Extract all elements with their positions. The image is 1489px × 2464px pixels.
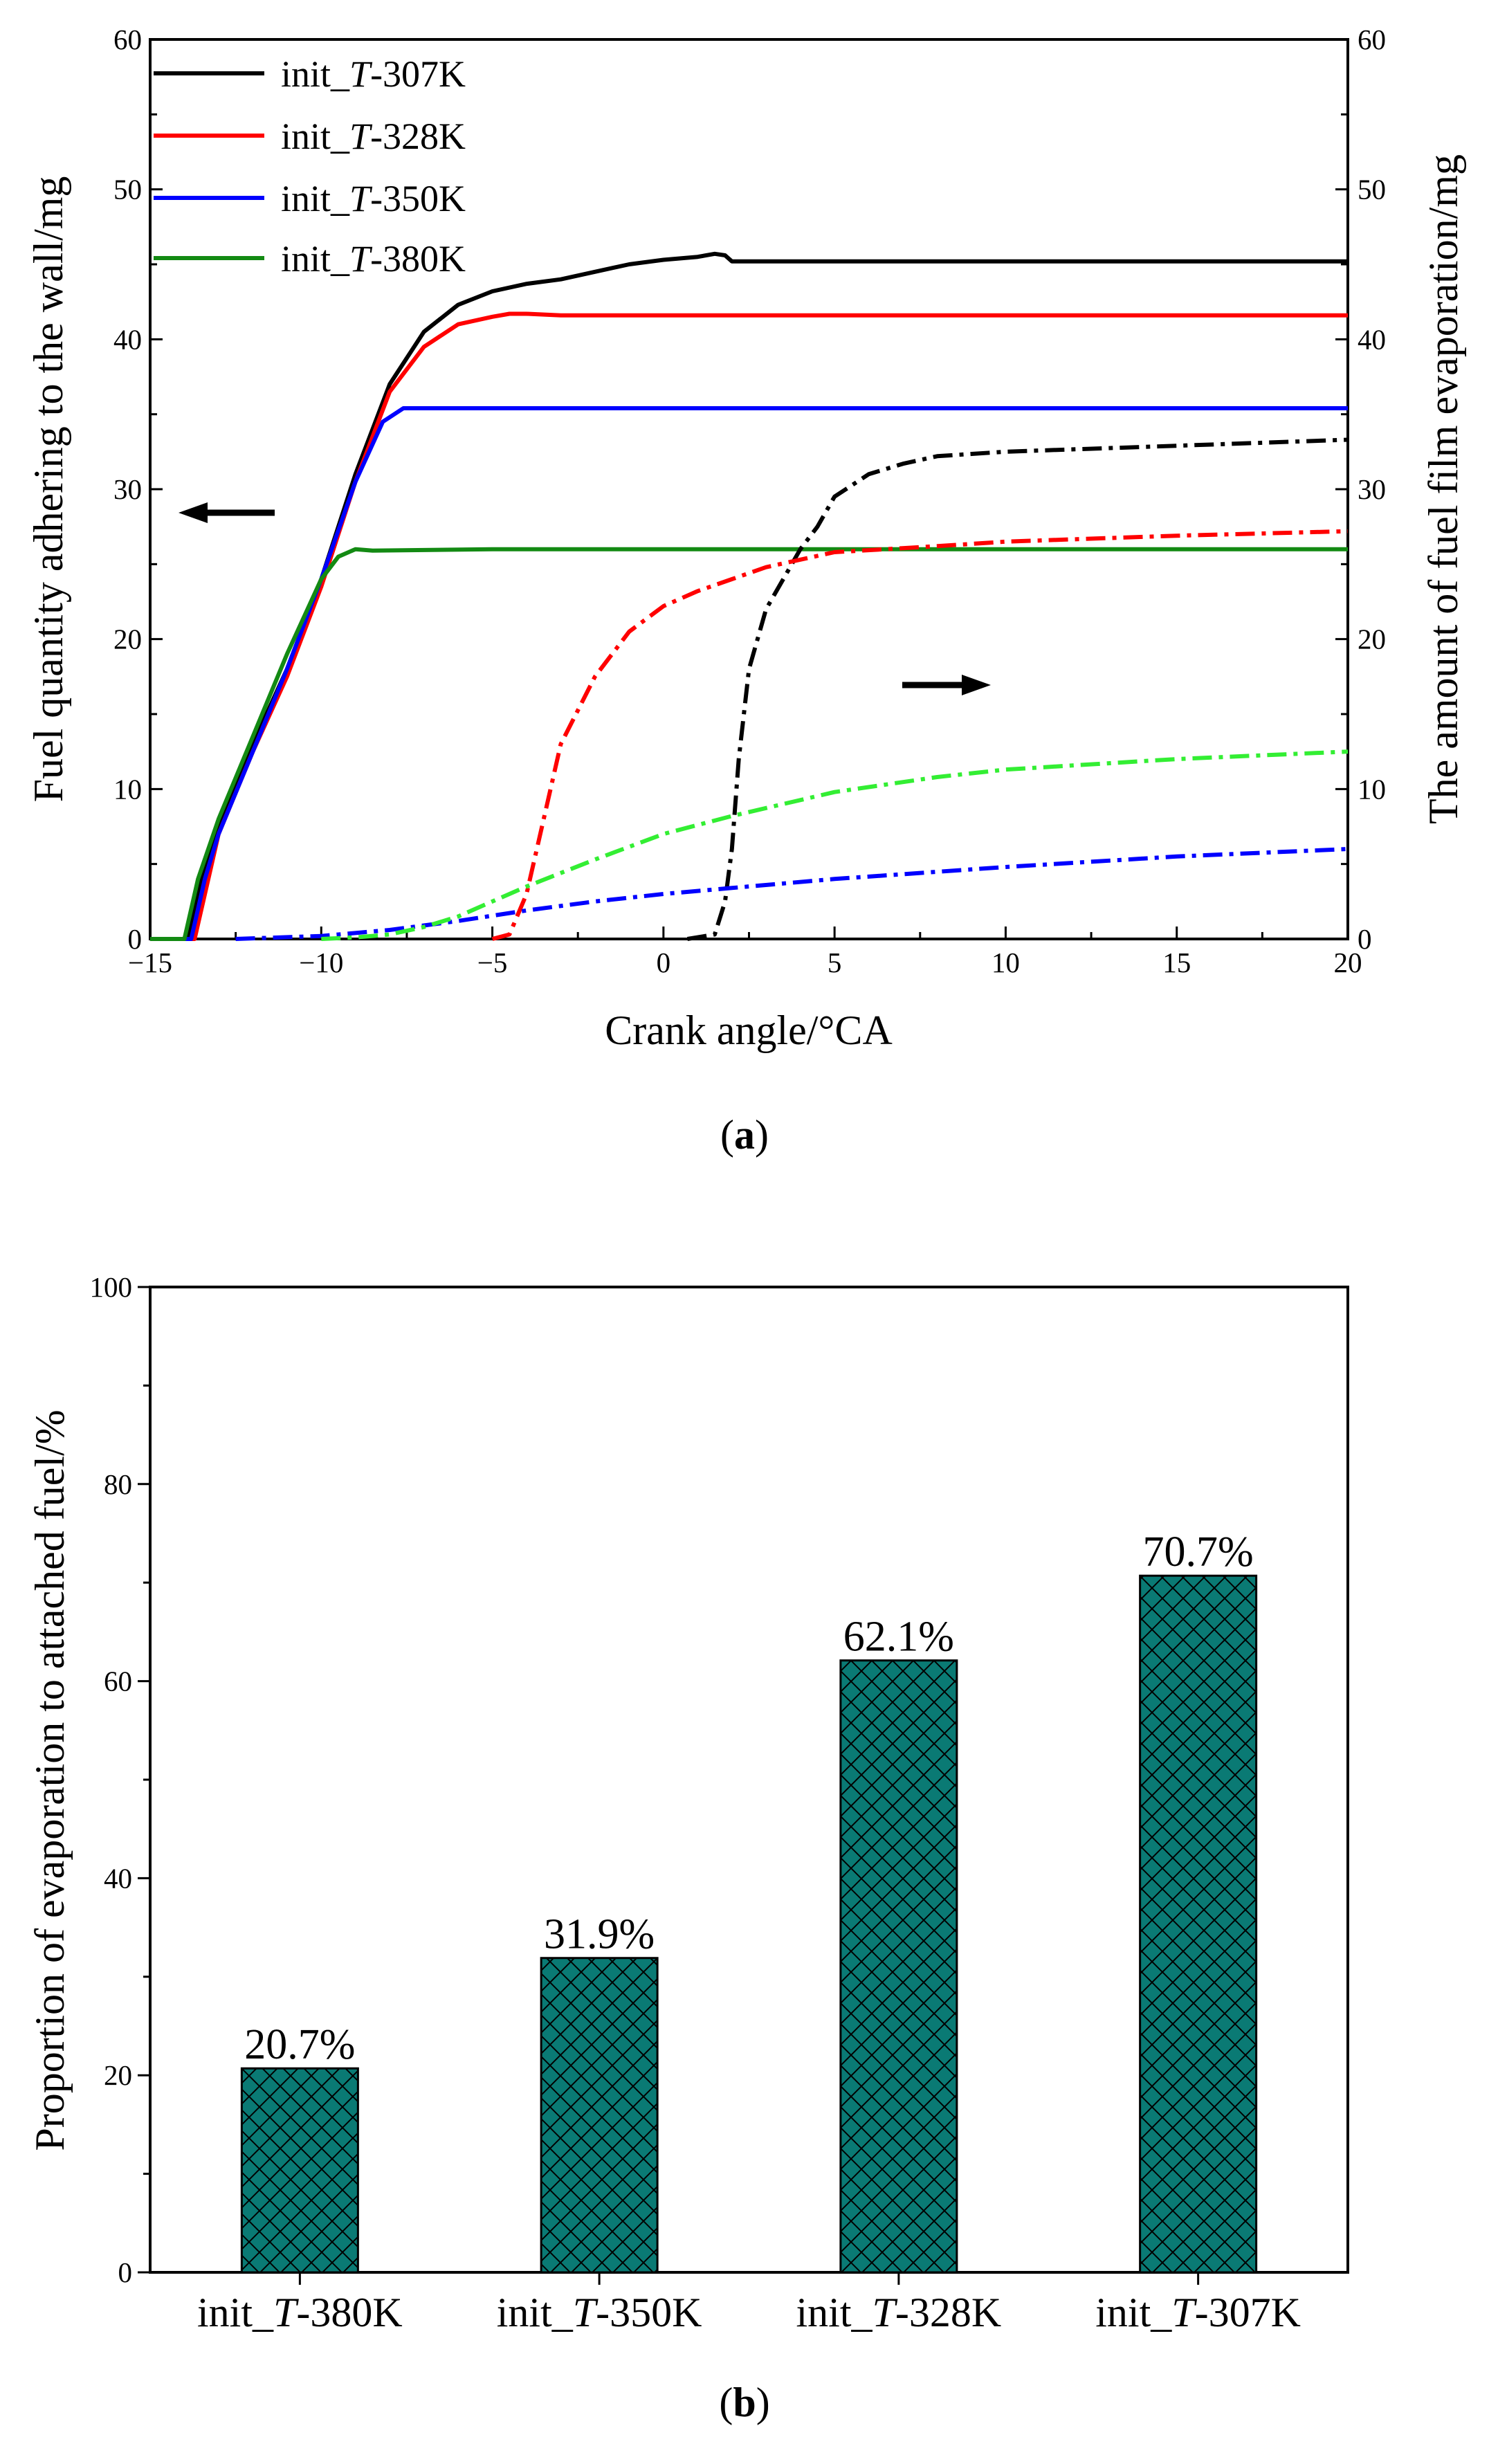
bars: 20.7% 31.9% 62.1% 70.7% <box>241 1528 1256 2285</box>
x-tick-label: 10 <box>992 947 1020 978</box>
legend-label-350k: init_T-350K <box>281 178 466 219</box>
y-tick-label-b: 20 <box>104 2059 132 2091</box>
legend-label-328k: init_T-328K <box>281 116 466 157</box>
left-y-tick-label: 60 <box>113 24 142 55</box>
right-y-tick-label: 60 <box>1358 24 1386 55</box>
bar-value-label: 31.9% <box>544 1911 655 1958</box>
category-label: init_T-307K <box>1095 2290 1301 2335</box>
y-tick-label-b: 100 <box>90 1271 133 1303</box>
left-y-axis-ticks: 0 10 20 30 40 50 60 <box>113 24 163 955</box>
right-y-axis-ticks: 0 10 20 30 40 50 60 <box>1335 24 1386 955</box>
legend: init_T-307K init_T-328K init_T-350K init… <box>154 53 466 280</box>
y-axis-title-b: Proportion of evaporation to attached fu… <box>27 1409 73 2151</box>
caption-b: (b) <box>719 2380 769 2425</box>
series-init-t-307k-evaporation <box>688 440 1349 940</box>
plot-frame <box>150 39 1348 939</box>
x-axis-title: Crank angle/°CA <box>605 1007 893 1053</box>
left-y-tick-label: 30 <box>113 473 142 505</box>
category-label: init_T-350K <box>497 2290 702 2335</box>
bar-value-label: 70.7% <box>1143 1528 1254 1576</box>
right-y-axis-title: The amount of fuel film evaporation/mg <box>1421 154 1466 824</box>
left-y-tick-label: 50 <box>113 174 142 206</box>
x-tick-label: −10 <box>299 947 343 978</box>
x-tick-label: 0 <box>657 947 671 978</box>
series-init-t-307k-adhering <box>150 254 1348 939</box>
bar-value-label: 62.1% <box>843 1614 954 1661</box>
category-label: init_T-328K <box>796 2290 1002 2335</box>
y-tick-label-b: 40 <box>104 1862 132 1894</box>
y-tick-label-b: 80 <box>104 1468 132 1500</box>
left-y-tick-label: 0 <box>128 923 143 955</box>
right-y-tick-label: 40 <box>1358 323 1386 355</box>
right-y-tick-label: 50 <box>1358 174 1386 206</box>
y-tick-label-b: 0 <box>118 2256 133 2288</box>
left-y-tick-label: 10 <box>113 773 142 805</box>
right-y-tick-label: 20 <box>1358 623 1386 655</box>
series-init-t-350k-evaporation <box>236 849 1348 939</box>
bar-350k <box>541 1958 657 2272</box>
legend-label-307k: init_T-307K <box>281 53 466 95</box>
bar-328k <box>841 1661 957 2272</box>
series-init-t-380k-evaporation <box>321 751 1348 939</box>
y-axis-ticks-b: 0 20 40 60 80 100 <box>90 1271 151 2288</box>
bar-chart-panel: 0 20 40 60 80 100 20.7% 31.9% 62.1% 70.7% init_T… <box>27 1271 1348 2425</box>
series-init-t-380k-adhering <box>150 549 1348 939</box>
bar-380k <box>241 2068 358 2272</box>
x-tick-label: 15 <box>1162 947 1191 978</box>
legend-label-380k: init_T-380K <box>281 238 466 280</box>
left-y-tick-label: 40 <box>113 323 142 355</box>
bar-value-label: 20.7% <box>244 2021 355 2068</box>
category-label: init_T-380K <box>197 2290 403 2335</box>
right-y-tick-label: 30 <box>1358 473 1386 505</box>
right-y-tick-label: 0 <box>1358 923 1372 955</box>
left-y-tick-label: 20 <box>113 623 142 655</box>
series-lines <box>150 254 1348 939</box>
category-labels: init_T-380K init_T-350K init_T-328K init_T-… <box>197 2290 1301 2335</box>
right-y-tick-label: 10 <box>1358 773 1386 805</box>
series-init-t-328k-evaporation <box>493 531 1348 939</box>
bar-307k <box>1140 1576 1257 2272</box>
x-tick-label: 5 <box>828 947 842 978</box>
y-tick-label-b: 60 <box>104 1666 132 1697</box>
left-y-axis-title: Fuel quantity adhering to the wall/mg <box>26 176 71 803</box>
x-tick-label: −5 <box>477 947 508 978</box>
caption-a: (a) <box>720 1112 769 1158</box>
arrow-left-axis-indicator <box>179 502 275 523</box>
figure: −15 −10 −5 0 5 10 15 20 0102030405060 010203040… <box>0 0 1489 2464</box>
arrow-right-axis-indicator <box>902 675 991 695</box>
